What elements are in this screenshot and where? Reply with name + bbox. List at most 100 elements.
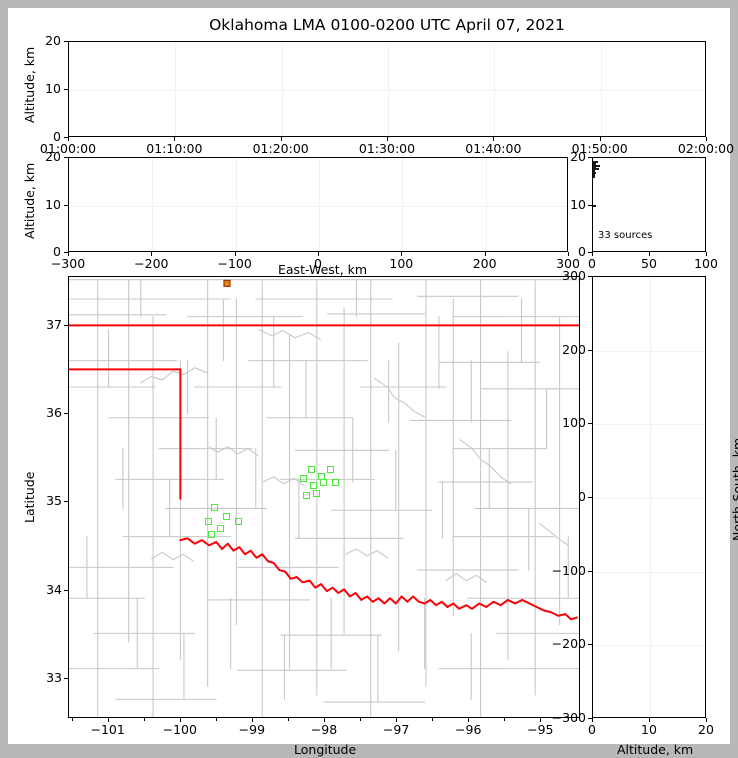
panel-east-west[interactable] [68, 157, 568, 252]
gridline-vertical [388, 42, 389, 136]
axis-minor-tick-x [215, 718, 217, 721]
axis-tick-y [588, 157, 592, 158]
axis-ticklabel-x: −98 [310, 722, 338, 737]
axis-ticklabel-x: −100 [217, 256, 252, 271]
gridline-vertical [650, 277, 651, 717]
axis-tick-y [588, 570, 592, 572]
axis-ticklabel-x: 300 [556, 256, 580, 271]
panel-altitude-histogram[interactable]: 33 sources [592, 157, 706, 252]
axis-tick-x [540, 718, 542, 722]
axis-tick-x [280, 137, 282, 141]
lma-source-marker [207, 530, 215, 538]
axis-tick-x [396, 718, 398, 722]
lma-source-marker [222, 513, 230, 521]
axis-ticklabel-x: 02:00:00 [677, 141, 735, 156]
map-geography-layer [69, 279, 579, 717]
lma-source-marker [216, 525, 224, 533]
axis-ticklabel-x: 01:10:00 [146, 141, 203, 156]
axis-ticklabel-y: 0 [578, 243, 586, 259]
panel-time-height-plot [69, 42, 705, 136]
panel-time-height[interactable] [68, 41, 706, 137]
axis-ticklabel-y: −200 [551, 636, 586, 652]
axis-tick-y [64, 89, 68, 90]
axis-ticklabel-y: 33 [46, 669, 62, 685]
histogram-bar [593, 174, 596, 176]
axis-tick-y [64, 678, 68, 680]
lma-source-marker [320, 479, 328, 487]
axis-tick-y [588, 644, 592, 646]
gridline-horizontal [593, 572, 705, 573]
axis-tick-x [592, 252, 593, 256]
axis-minor-tick-x [432, 718, 434, 721]
axis-ticklabel-x: 0 [314, 256, 322, 271]
lma-source-marker [312, 490, 320, 498]
county-line [262, 476, 305, 487]
gridline-horizontal [69, 206, 567, 207]
panel-map[interactable] [68, 276, 580, 718]
gridline-vertical [402, 158, 403, 251]
axis-tick-x [151, 252, 153, 256]
axis-tick-x [706, 252, 707, 256]
axis-tick-y [588, 423, 592, 425]
axis-tick-x [179, 718, 181, 722]
gridline-vertical [175, 42, 176, 136]
axis-ticklabel-x: 01:30:00 [358, 141, 416, 156]
axis-minor-tick-x [360, 718, 362, 721]
axis-tick-x [251, 718, 253, 722]
axis-tick-x [68, 252, 69, 256]
gridline-vertical [282, 42, 283, 136]
histogram-bar [593, 165, 600, 167]
lma-source-marker [303, 491, 311, 499]
axis-tick-x [706, 718, 707, 722]
axis-tick-x [706, 137, 707, 141]
axis-tick-x [401, 252, 403, 256]
axis-ticklabel-y: 37 [46, 316, 62, 332]
gridline-vertical [601, 42, 602, 136]
axis-tick-x [324, 718, 325, 722]
lma-source-marker [307, 466, 315, 474]
gridline-vertical [152, 158, 153, 251]
county-line [151, 551, 194, 562]
axis-ticklabel-y: 100 [562, 415, 586, 431]
county-line [459, 439, 512, 485]
axis-minor-tick-x [576, 718, 578, 721]
axis-tick-y [64, 137, 68, 138]
axis-tick-x [592, 718, 593, 722]
axis-tick-x [599, 137, 601, 141]
axis-ticklabel-y: 36 [46, 404, 62, 420]
axis-minor-tick-x [287, 718, 289, 721]
histogram-bar [593, 205, 597, 207]
county-line [538, 522, 569, 546]
axis-ticklabel-x: 0 [588, 722, 596, 737]
axis-ticklabel-x: −300 [50, 256, 86, 271]
county-line [344, 548, 388, 559]
axis-ticklabel-x: −101 [90, 722, 125, 737]
axis-ticklabel-y: 10 [45, 80, 61, 96]
axis-tick-y [64, 252, 68, 253]
panel-east-west-plot [69, 158, 567, 251]
axis-tick-x [68, 137, 69, 141]
lma-source-marker [309, 482, 317, 490]
county-line [140, 367, 209, 384]
axis-tick-x [174, 137, 176, 141]
axis-ticklabel-y: 20 [570, 148, 586, 164]
gridline-horizontal [593, 645, 705, 646]
axis-tick-x [649, 252, 650, 256]
panel-north-south[interactable] [592, 276, 706, 718]
county-line [208, 446, 259, 457]
axis-ticklabel-x: 100 [694, 256, 718, 271]
county-line [373, 377, 426, 418]
axis-ticklabel-x: 20 [698, 722, 714, 737]
axis-tick-y [64, 413, 68, 415]
axis-minor-tick-x [143, 718, 145, 721]
histogram-bar [593, 170, 596, 172]
panel-map-plot [69, 277, 579, 717]
figure-canvas: Oklahoma LMA 0100-0200 UTC April 07, 202… [8, 8, 738, 756]
axis-tick-y [588, 204, 592, 206]
axis-ticklabel-x: 01:40:00 [465, 141, 522, 156]
north-south-xlabel: Altitude, km [617, 742, 694, 757]
map-xlabel: Longitude [294, 742, 357, 757]
gridline-horizontal [593, 498, 705, 499]
axis-tick-y [588, 718, 592, 719]
axis-ticklabel-x: 10 [641, 722, 657, 737]
